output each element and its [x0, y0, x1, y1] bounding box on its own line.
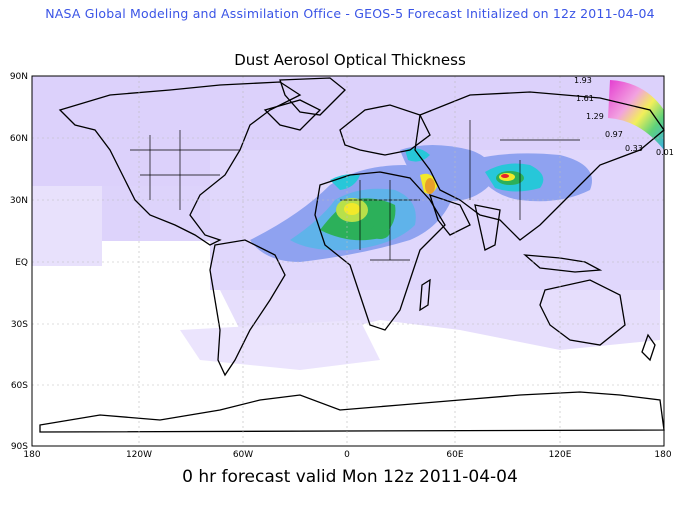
header-title: NASA Global Modeling and Assimilation Of… — [45, 6, 655, 21]
lon-label-180w: 180 — [23, 450, 41, 460]
map-title: Dust Aerosol Optical Thickness — [234, 51, 466, 69]
lat-label-90s: 90S — [10, 442, 28, 452]
lat-label-90n: 90N — [9, 72, 28, 82]
colorbar-label-1: 1.93 — [574, 76, 592, 85]
colorbar-fan — [608, 80, 664, 150]
lon-label-180e: 180 — [654, 450, 672, 460]
gridlines — [32, 76, 664, 446]
lon-label-120e: 120E — [548, 450, 572, 460]
lat-label-eq: EQ — [15, 258, 28, 268]
lat-label-60n: 60N — [9, 134, 28, 144]
colorbar-label-4: 0.97 — [605, 130, 623, 139]
colorbar-label-3: 1.29 — [586, 112, 604, 121]
lon-label-60e: 60E — [446, 450, 464, 460]
country-borders — [130, 120, 580, 261]
map-frame — [31, 75, 665, 447]
lat-label-30s: 30S — [10, 320, 28, 330]
colorbar-label-6: 0.01 — [656, 148, 674, 157]
continent-outlines — [39, 77, 665, 433]
lon-label-0: 0 — [344, 450, 350, 460]
lon-label-120w: 120W — [125, 450, 153, 460]
lon-label-60w: 60W — [232, 450, 254, 460]
dust-plume-middle-east — [400, 145, 493, 201]
colorbar-label-5: 0.33 — [625, 144, 643, 153]
lat-label-30n: 30N — [9, 196, 28, 206]
dust-plume-taklamakan — [470, 153, 592, 202]
lat-label-60s: 60S — [10, 381, 28, 391]
forecast-valid-label: 0 hr forecast valid Mon 12z 2011-04-04 — [182, 467, 518, 487]
colorbar-label-2: 1.61 — [576, 94, 594, 103]
